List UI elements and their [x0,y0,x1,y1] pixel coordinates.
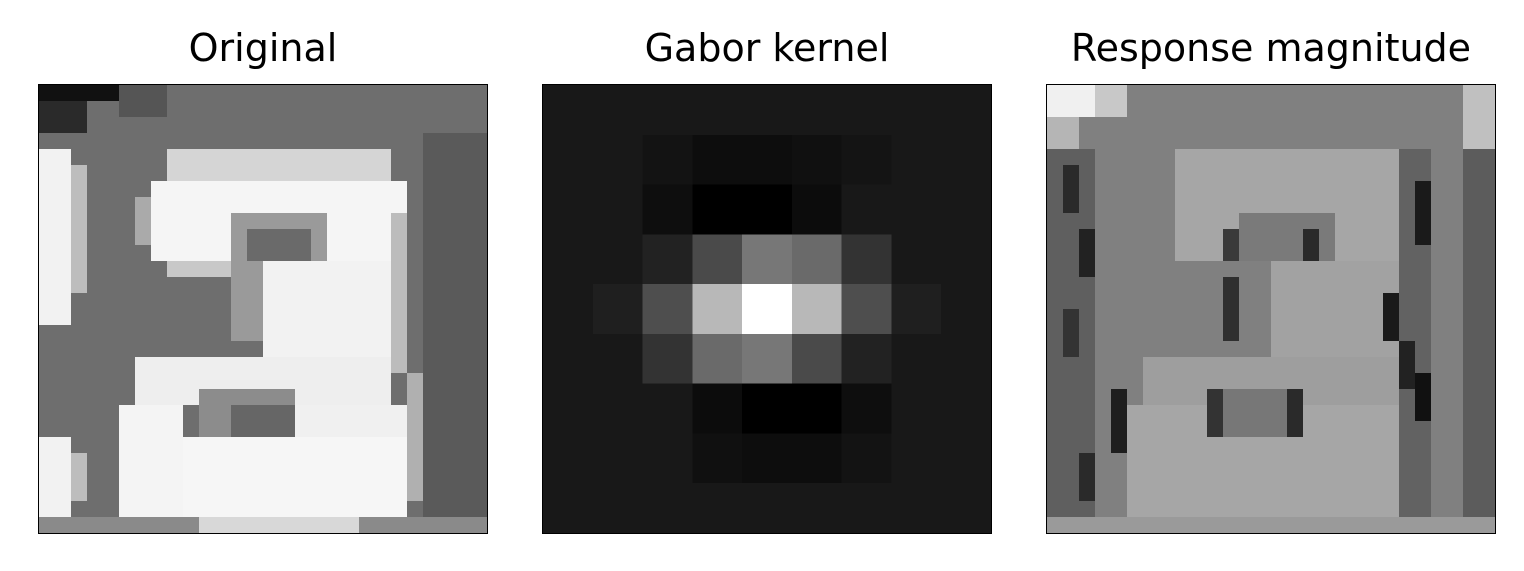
panel-title-gabor-kernel: Gabor kernel [644,26,890,70]
image-gabor-kernel [542,84,992,534]
panel-original: Original [38,0,488,571]
panel-title-response-magnitude: Response magnitude [1070,26,1472,70]
image-original [38,84,488,534]
image-response-magnitude [1046,84,1496,534]
panel-response-magnitude: Response magnitude [1046,0,1496,571]
panel-title-original: Original [188,26,338,70]
panel-gabor-kernel: Gabor kernel [542,0,992,571]
